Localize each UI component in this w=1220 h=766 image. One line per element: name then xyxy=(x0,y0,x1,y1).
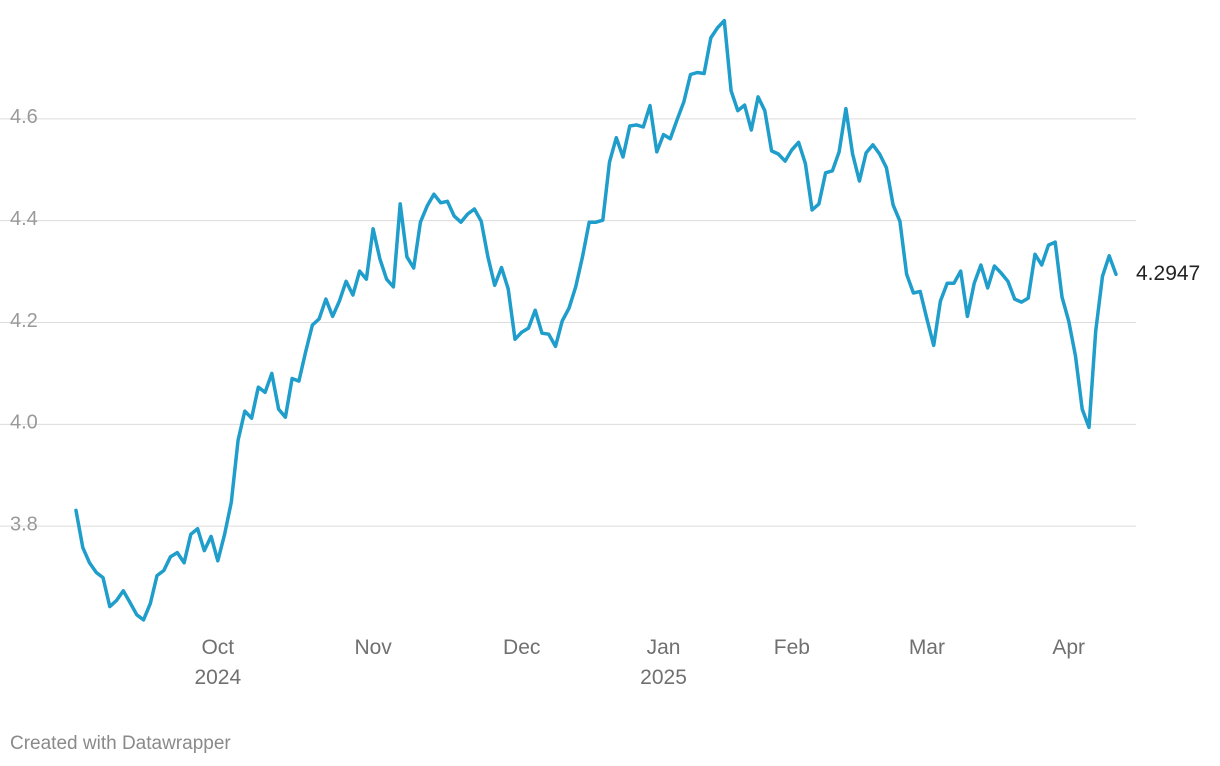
x-tick-label: Jan 2025 xyxy=(640,636,687,689)
x-tick-label: Feb xyxy=(774,636,810,659)
value-label: 4.2947 xyxy=(1136,262,1200,285)
x-tick-label: Nov xyxy=(354,636,392,659)
y-tick-label: 4.4 xyxy=(10,208,38,230)
x-tick-label: Apr xyxy=(1052,636,1085,659)
y-tick-label: 3.8 xyxy=(10,513,38,535)
x-tick-label: Mar xyxy=(909,636,945,659)
line xyxy=(74,18,1118,622)
x-tick-label: Dec xyxy=(503,636,540,659)
y-tick-label: 4.0 xyxy=(10,412,38,434)
y-tick-label: 4.2 xyxy=(10,310,38,332)
credit: Created with Datawrapper xyxy=(10,733,231,754)
x-tick-label: Oct 2024 xyxy=(194,636,241,689)
y-tick-label: 4.6 xyxy=(10,106,38,128)
